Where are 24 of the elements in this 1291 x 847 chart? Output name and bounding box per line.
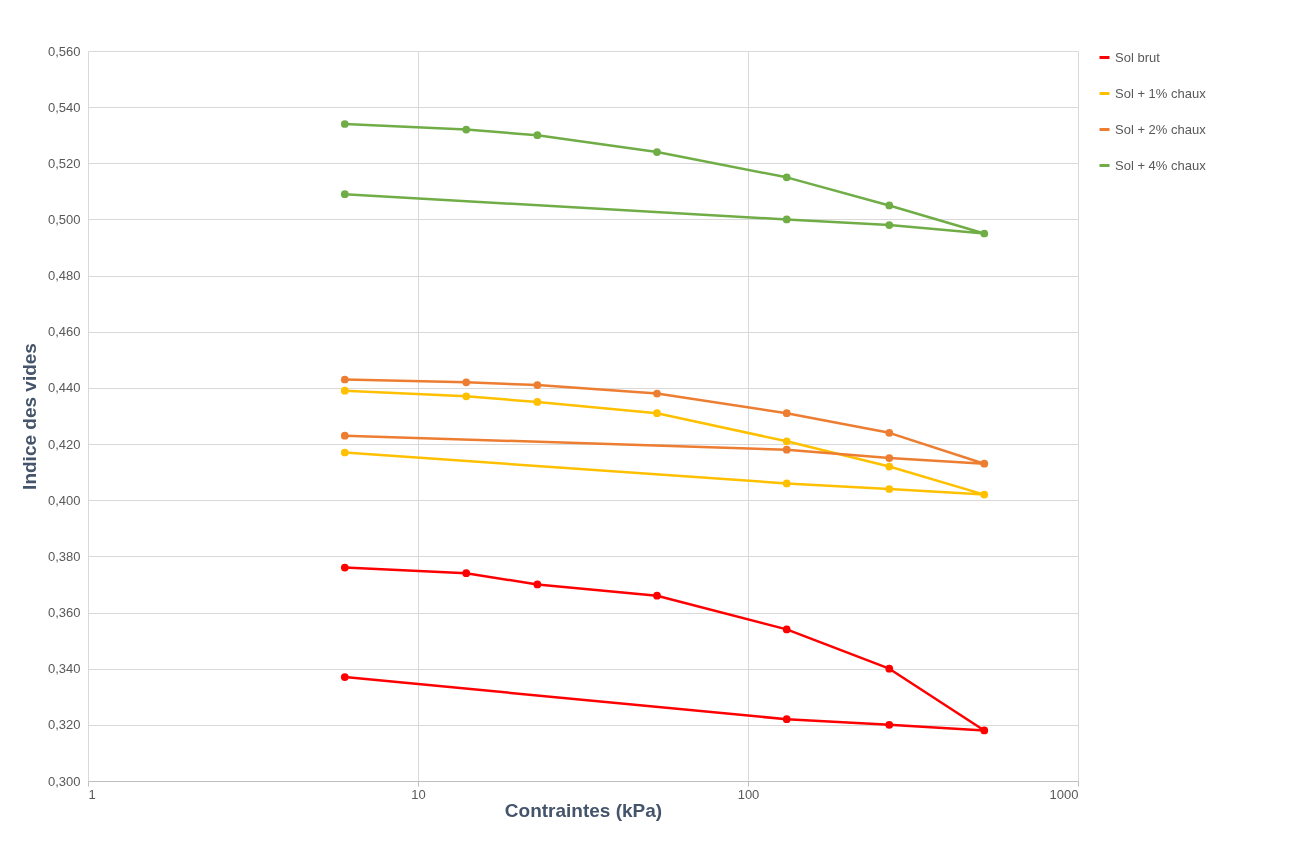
x-axis-title: Contraintes (kPa) <box>504 799 663 821</box>
y-tick-label: 0,440 <box>47 380 81 396</box>
y-tick-label: 0,340 <box>47 661 81 677</box>
x-tick-label: 100 <box>737 786 760 802</box>
y-tick-label: 0,460 <box>47 324 81 340</box>
legend-label: Sol brut <box>1115 49 1161 65</box>
y-tick-label: 0,480 <box>47 268 81 284</box>
x-tick-label: 10 <box>411 786 426 802</box>
y-tick-label: 0,540 <box>47 99 81 115</box>
y-tick-label: 0,400 <box>47 492 81 508</box>
legend-label: Sol + 2% chaux <box>1115 121 1207 137</box>
legend-label: Sol + 1% chaux <box>1115 85 1207 101</box>
x-tick-label: 1 <box>88 786 96 802</box>
y-tick-label: 0,320 <box>47 717 81 733</box>
y-tick-label: 0,560 <box>47 43 81 59</box>
x-tick-label: 1000 <box>1049 786 1079 802</box>
y-tick-label: 0,300 <box>47 773 81 789</box>
y-tick-label: 0,500 <box>47 211 81 227</box>
y-tick-label: 0,380 <box>47 548 81 564</box>
y-tick-label: 0,360 <box>47 605 81 621</box>
y-axis-title: Indice des vides <box>18 343 40 490</box>
legend-label: Sol + 4% chaux <box>1115 157 1207 173</box>
y-tick-label: 0,420 <box>47 436 81 452</box>
y-tick-label: 0,520 <box>47 155 81 171</box>
